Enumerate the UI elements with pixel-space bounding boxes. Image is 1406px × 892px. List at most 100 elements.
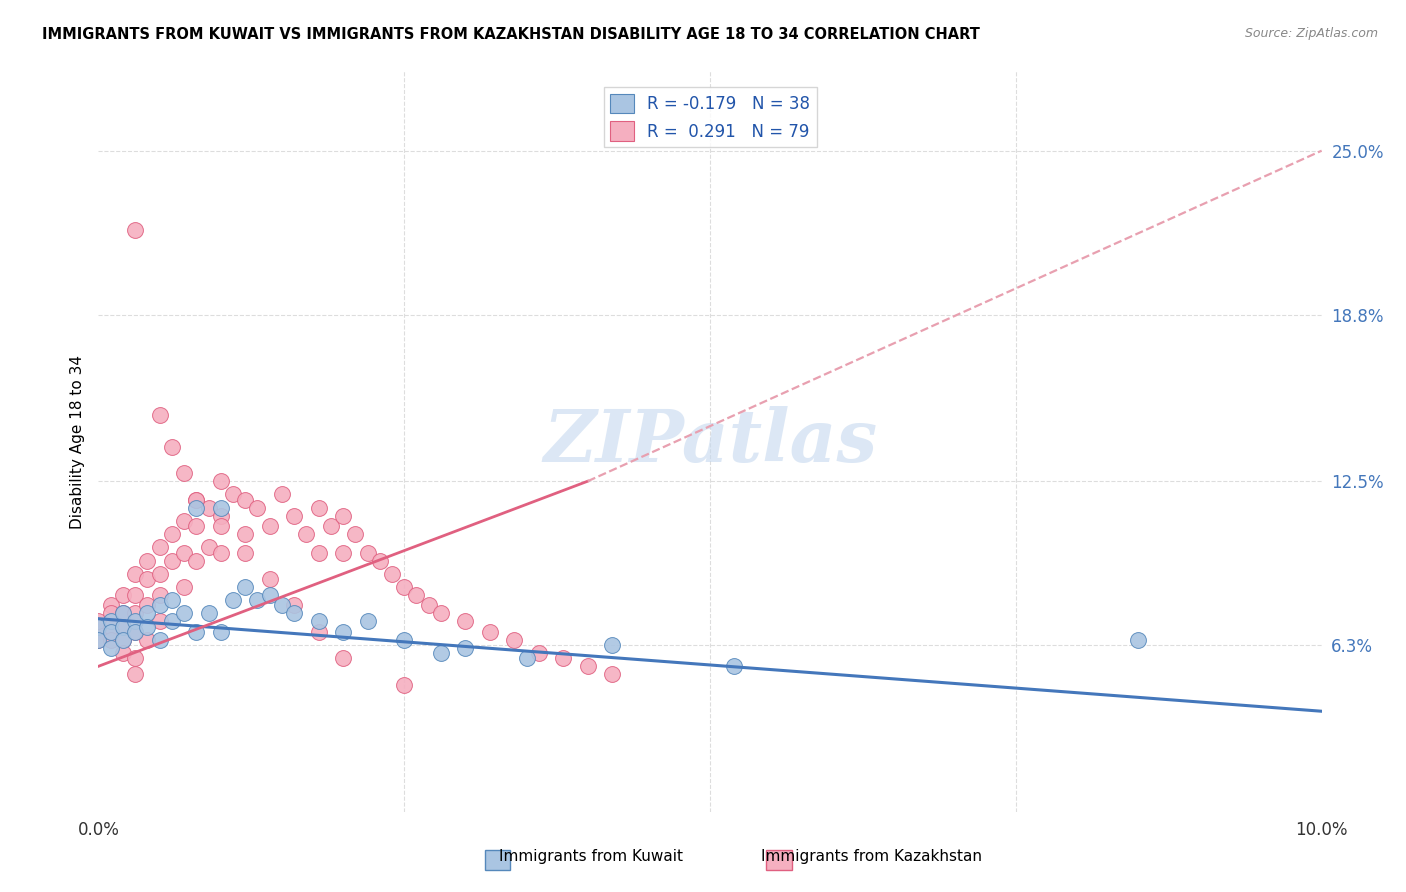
Point [332,546,354,560]
Point [209,519,232,533]
Text: ZIPatlas: ZIPatlas [543,406,877,477]
Point [209,500,232,515]
Point [332,624,354,639]
Point [111,607,134,621]
Point [209,624,232,639]
Point [308,546,330,560]
Point [233,527,256,541]
Point [209,508,232,523]
Point [295,527,318,541]
Point [124,223,146,237]
Point [149,599,172,613]
Point [478,624,501,639]
Point [100,632,122,647]
Point [332,651,354,665]
Point [111,646,134,660]
Point [100,599,122,613]
Point [186,492,208,507]
Point [111,607,134,621]
Point [600,638,623,652]
Point [160,553,183,567]
Point [124,667,146,681]
Point [136,607,159,621]
Point [392,580,416,594]
Point [136,553,159,567]
Point [124,615,146,629]
Point [344,527,367,541]
Point [124,651,146,665]
Point [270,487,292,501]
Point [308,624,330,639]
Text: Source: ZipAtlas.com: Source: ZipAtlas.com [1244,27,1378,40]
Point [186,624,208,639]
Point [87,615,110,629]
Point [149,632,172,647]
Point [87,632,110,647]
Point [356,546,378,560]
Point [186,519,208,533]
Point [100,615,122,629]
Point [270,599,292,613]
Point [111,619,134,633]
Point [173,580,195,594]
Point [136,632,159,647]
Point [233,546,256,560]
Point [332,508,354,523]
Text: IMMIGRANTS FROM KUWAIT VS IMMIGRANTS FROM KAZAKHSTAN DISABILITY AGE 18 TO 34 COR: IMMIGRANTS FROM KUWAIT VS IMMIGRANTS FRO… [42,27,980,42]
Point [308,500,330,515]
Point [259,519,281,533]
Point [319,519,342,533]
Point [100,640,122,655]
Point [356,615,378,629]
Point [87,632,110,647]
Point [405,588,427,602]
Point [136,572,159,586]
Point [454,640,477,655]
Legend: R = -0.179   N = 38, R =  0.291   N = 79: R = -0.179 N = 38, R = 0.291 N = 79 [603,87,817,147]
Point [160,615,183,629]
Point [308,615,330,629]
Point [430,607,453,621]
Point [100,624,122,639]
Point [454,615,477,629]
Point [149,615,172,629]
Point [723,659,745,673]
Point [173,546,195,560]
Point [553,651,575,665]
Text: Immigrants from Kazakhstan: Immigrants from Kazakhstan [761,849,983,863]
Point [430,646,453,660]
Point [124,588,146,602]
Point [209,474,232,488]
Point [186,553,208,567]
Point [149,541,172,555]
Point [149,566,172,581]
Point [503,632,526,647]
Point [283,599,305,613]
Point [111,632,134,647]
Point [173,514,195,528]
Point [160,527,183,541]
Point [527,646,550,660]
Point [197,607,219,621]
Point [149,588,172,602]
Point [418,599,440,613]
Point [124,624,146,639]
Point [160,593,183,607]
Point [186,500,208,515]
Point [259,572,281,586]
Point [259,588,281,602]
Point [197,500,219,515]
Point [516,651,538,665]
Point [186,492,208,507]
Point [160,440,183,454]
Point [124,624,146,639]
Point [124,607,146,621]
Point [209,546,232,560]
Point [111,588,134,602]
Y-axis label: Disability Age 18 to 34: Disability Age 18 to 34 [69,354,84,529]
Point [136,599,159,613]
Point [87,624,110,639]
Point [283,607,305,621]
Point [173,467,195,481]
Point [233,492,256,507]
